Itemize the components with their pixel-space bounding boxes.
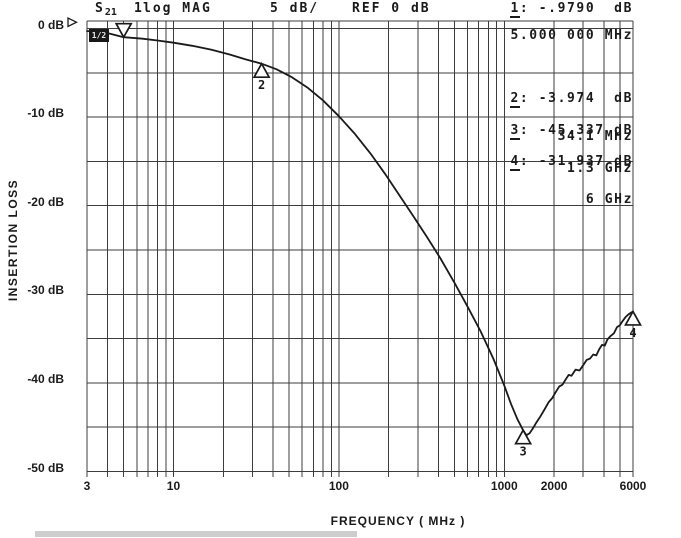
y-tick-label--20: -20 dB bbox=[27, 194, 64, 209]
marker-1-triangle-icon bbox=[114, 22, 133, 39]
marker-3-triangle-icon bbox=[514, 428, 533, 445]
marker-1-readout: 1: -.9790 dB bbox=[510, 1, 633, 18]
ref-level-indicator-icon bbox=[67, 16, 78, 28]
marker-value-line: 3: -45.337 dB bbox=[510, 123, 633, 140]
x-tick-label-1000: 1000 bbox=[490, 479, 518, 493]
y-tick-label--40: -40 dB bbox=[27, 371, 64, 386]
s-parameter-label: S21 bbox=[95, 1, 117, 18]
x-tick-label-6000: 6000 bbox=[619, 479, 647, 493]
frequency-axis-label: FREQUENCY ( MHz ) bbox=[330, 514, 466, 528]
marker-frequency: 6 GHz bbox=[585, 191, 633, 207]
marker-value: : -3.974 dB bbox=[519, 91, 633, 106]
y-tick-label-0: 0 dB bbox=[37, 17, 64, 32]
marker-readout-2: 2: -3.974 dB 34.1 MHz bbox=[510, 68, 633, 168]
marker-4-label: 4 bbox=[629, 326, 636, 340]
y-tick-label--10: -10 dB bbox=[27, 106, 64, 121]
y-tick-label--30: -30 dB bbox=[27, 283, 64, 298]
marker-readout-3: 3: -45.337 dB 1.3 GHz bbox=[510, 100, 633, 200]
marker-3-label: 3 bbox=[520, 445, 527, 459]
marker-value-line: 2: -3.974 dB bbox=[510, 91, 633, 108]
format-label: log MAG bbox=[143, 1, 212, 16]
marker-1-frequency: 5.000 000 MHz bbox=[510, 28, 633, 43]
x-tick-label-100: 100 bbox=[328, 479, 349, 493]
marker-value-line: 4: -31.937 dB bbox=[510, 154, 633, 171]
y-tick-label--50: -50 dB bbox=[27, 460, 64, 475]
marker-value: : -.9790 dB bbox=[519, 1, 633, 16]
marker-2-label: 2 bbox=[258, 78, 265, 92]
s21-trace bbox=[86, 30, 634, 437]
ref-level-label: REF 0 dB bbox=[352, 1, 431, 16]
x-tick-label-3: 3 bbox=[83, 479, 91, 493]
scan-artifact-bar bbox=[35, 531, 357, 537]
marker-4-triangle-icon bbox=[624, 309, 642, 326]
marker-value: : -31.937 dB bbox=[519, 154, 633, 169]
marker-frequency: 1.3 GHz bbox=[567, 160, 633, 176]
marker-value: : -45.337 dB bbox=[519, 123, 633, 138]
x-tick-label-10: 10 bbox=[166, 479, 181, 493]
marker-number: 3 bbox=[510, 123, 520, 140]
marker-2-triangle-icon bbox=[252, 61, 271, 79]
x-tick-label-2000: 2000 bbox=[540, 479, 568, 493]
marker-1-number: 1 bbox=[134, 1, 144, 16]
marker-readout-4: 4: -31.937 dB 6 GHz bbox=[510, 131, 633, 231]
marker-frequency: 34.1 MHz bbox=[557, 128, 633, 144]
scale-label: 5 dB/ bbox=[270, 1, 320, 16]
trace-status-badge: 1/2 bbox=[89, 29, 109, 42]
grid bbox=[86, 20, 634, 477]
marker-number: 4 bbox=[510, 154, 520, 171]
marker-number: 2 bbox=[510, 91, 520, 108]
marker-number: 1 bbox=[510, 1, 520, 18]
